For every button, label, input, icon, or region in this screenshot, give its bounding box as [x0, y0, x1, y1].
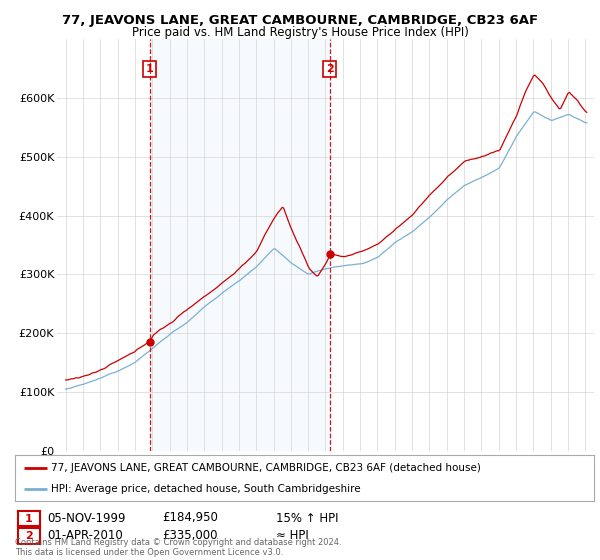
- Text: 77, JEAVONS LANE, GREAT CAMBOURNE, CAMBRIDGE, CB23 6AF: 77, JEAVONS LANE, GREAT CAMBOURNE, CAMBR…: [62, 14, 538, 27]
- Text: Contains HM Land Registry data © Crown copyright and database right 2024.
This d: Contains HM Land Registry data © Crown c…: [15, 538, 341, 557]
- Text: Price paid vs. HM Land Registry's House Price Index (HPI): Price paid vs. HM Land Registry's House …: [131, 26, 469, 39]
- Text: ≈ HPI: ≈ HPI: [276, 529, 309, 542]
- Text: 77, JEAVONS LANE, GREAT CAMBOURNE, CAMBRIDGE, CB23 6AF (detached house): 77, JEAVONS LANE, GREAT CAMBOURNE, CAMBR…: [52, 463, 481, 473]
- Text: 15% ↑ HPI: 15% ↑ HPI: [276, 511, 338, 525]
- Bar: [149, 39, 330, 451]
- Text: HPI: Average price, detached house, South Cambridgeshire: HPI: Average price, detached house, Sout…: [52, 484, 361, 494]
- Text: 2: 2: [326, 64, 334, 74]
- Text: £335,000: £335,000: [162, 529, 218, 542]
- Text: 2: 2: [25, 531, 32, 541]
- Text: 05-NOV-1999: 05-NOV-1999: [47, 511, 125, 525]
- Text: 1: 1: [146, 64, 154, 74]
- Text: 01-APR-2010: 01-APR-2010: [47, 529, 122, 542]
- Text: £184,950: £184,950: [162, 511, 218, 525]
- Text: 1: 1: [25, 514, 32, 524]
